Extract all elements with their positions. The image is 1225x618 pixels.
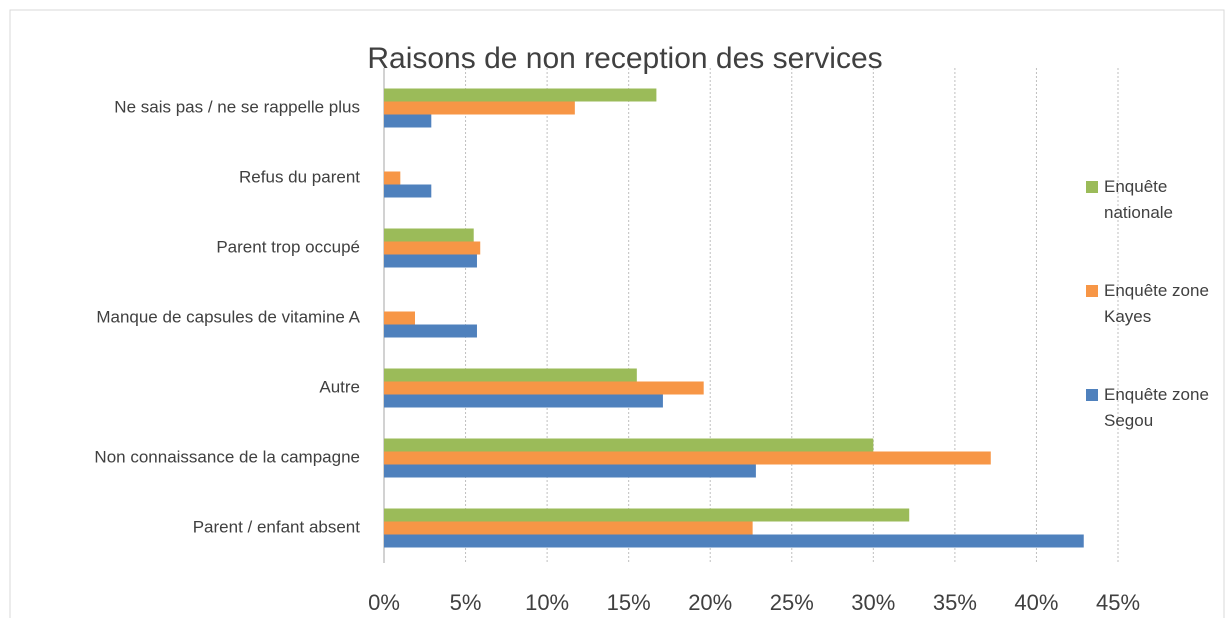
x-tick-label: 45%	[1096, 590, 1140, 615]
bar	[384, 464, 756, 478]
bar	[384, 368, 637, 382]
x-tick-label: 15%	[607, 590, 651, 615]
y-tick-label: Parent / enfant absent	[193, 517, 361, 536]
bar	[384, 438, 874, 452]
x-tick-label: 0%	[368, 590, 400, 615]
bar	[384, 254, 477, 268]
bar	[384, 394, 663, 408]
x-tick-label: 40%	[1014, 590, 1058, 615]
y-tick-label: Non connaissance de la campagne	[94, 447, 360, 466]
x-tick-label: 35%	[933, 590, 977, 615]
legend-label: Enquête nationale	[1104, 177, 1174, 222]
legend-item: Enquête zone Segou	[1086, 382, 1224, 434]
bar	[384, 228, 474, 242]
bar	[384, 508, 910, 522]
x-tick-label: 30%	[851, 590, 895, 615]
legend-swatch	[1086, 285, 1098, 297]
x-tick-label: 5%	[450, 590, 482, 615]
bar	[384, 101, 575, 115]
bar	[384, 311, 415, 325]
chart-title: Raisons de non reception des services	[367, 42, 882, 75]
bar	[384, 114, 432, 128]
y-tick-label: Ne sais pas / ne se rappelle plus	[114, 97, 360, 116]
bar	[384, 88, 657, 102]
legend-label: Enquête zone Kayes	[1104, 281, 1209, 326]
x-tick-label: 25%	[770, 590, 814, 615]
bar	[384, 534, 1084, 548]
legend-label: Enquête zone Segou	[1104, 385, 1209, 430]
legend-item: Enquête zone Kayes	[1086, 278, 1224, 330]
y-tick-label: Autre	[319, 377, 360, 396]
chart-border	[9, 9, 1225, 618]
bar	[384, 241, 481, 255]
bar	[384, 171, 401, 185]
bar	[384, 451, 991, 465]
x-tick-label: 10%	[525, 590, 569, 615]
y-tick-label: Parent trop occupé	[216, 237, 360, 256]
bar	[384, 184, 432, 198]
legend-swatch	[1086, 181, 1098, 193]
x-tick-label: 20%	[688, 590, 732, 615]
legend-item: Enquête nationale	[1086, 174, 1224, 226]
legend-swatch	[1086, 389, 1098, 401]
y-tick-label: Refus du parent	[239, 167, 360, 186]
y-tick-label: Manque de capsules de vitamine A	[96, 307, 360, 326]
bar	[384, 324, 477, 338]
bar	[384, 521, 753, 535]
bar	[384, 381, 704, 395]
